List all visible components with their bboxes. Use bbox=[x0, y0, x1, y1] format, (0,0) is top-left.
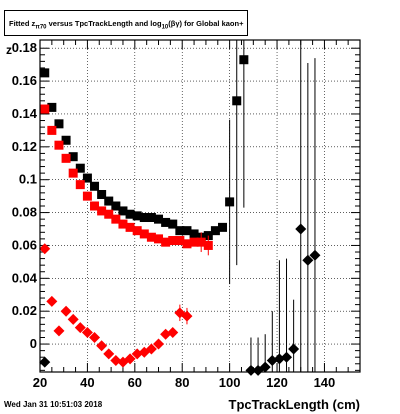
timestamp: Wed Jan 31 10:51:03 2018 bbox=[4, 400, 103, 409]
plot-area bbox=[40, 40, 360, 372]
data-point-square bbox=[40, 68, 50, 78]
data-point-diamond bbox=[89, 331, 101, 343]
data-point-square bbox=[225, 197, 235, 207]
data-point-diamond bbox=[53, 325, 65, 337]
data-point-square bbox=[154, 234, 164, 244]
x-tick-label: 60 bbox=[128, 375, 142, 390]
data-point-square bbox=[111, 201, 121, 211]
data-point-diamond bbox=[39, 356, 51, 368]
data-point-square bbox=[118, 219, 128, 229]
x-tick-label: 140 bbox=[314, 375, 336, 390]
data-point-square bbox=[168, 219, 178, 229]
data-point-square bbox=[168, 236, 178, 246]
y-tick-label: 0 bbox=[30, 336, 37, 351]
data-point-diamond bbox=[245, 364, 257, 376]
data-point-diamond bbox=[181, 310, 193, 322]
data-point-diamond bbox=[153, 338, 165, 350]
data-point-diamond bbox=[81, 327, 93, 339]
data-point-square bbox=[61, 135, 71, 145]
data-point-diamond bbox=[302, 254, 314, 266]
data-point-square bbox=[104, 209, 114, 219]
data-point-square bbox=[182, 239, 192, 249]
data-point-square bbox=[175, 236, 185, 246]
data-point-square bbox=[111, 214, 121, 224]
data-point-square bbox=[139, 213, 149, 223]
x-tick-label: 80 bbox=[175, 375, 189, 390]
data-point-square bbox=[54, 140, 64, 150]
plot-frame bbox=[39, 39, 361, 373]
data-point-square bbox=[125, 222, 135, 232]
data-point-diamond bbox=[46, 295, 58, 307]
data-point-diamond bbox=[124, 353, 136, 365]
data-point-diamond bbox=[288, 343, 300, 355]
data-point-square bbox=[203, 240, 213, 250]
data-point-square bbox=[97, 206, 107, 216]
y-axis-label: z bbox=[6, 43, 12, 57]
data-point-square bbox=[82, 173, 92, 183]
x-axis-label: TpcTrackLength (cm) bbox=[228, 397, 360, 412]
data-point-square bbox=[161, 237, 171, 247]
data-point-square bbox=[40, 104, 50, 114]
data-point-square bbox=[139, 229, 149, 239]
data-point-square bbox=[118, 206, 128, 216]
data-point-diamond bbox=[281, 351, 293, 363]
data-point-diamond bbox=[103, 348, 115, 360]
data-point-square bbox=[104, 196, 114, 206]
data-point-square bbox=[97, 189, 107, 199]
data-point-square bbox=[90, 181, 100, 191]
data-point-square bbox=[61, 153, 71, 163]
data-point-square bbox=[189, 229, 199, 239]
data-point-square bbox=[218, 222, 228, 232]
data-point-square bbox=[47, 102, 57, 112]
data-point-diamond bbox=[309, 249, 321, 261]
data-point-square bbox=[75, 180, 85, 190]
data-point-square bbox=[132, 211, 142, 221]
data-point-square bbox=[232, 96, 242, 106]
data-point-diamond bbox=[145, 343, 157, 355]
data-point-square bbox=[75, 163, 85, 173]
y-tick-label: 0.12 bbox=[12, 139, 37, 154]
data-point-square bbox=[146, 213, 156, 223]
data-point-square bbox=[47, 125, 57, 135]
data-point-square bbox=[68, 168, 78, 178]
y-tick-label: 0.06 bbox=[12, 237, 37, 252]
data-point-square bbox=[132, 226, 142, 236]
data-point-square bbox=[125, 209, 135, 219]
y-tick-label: 0.02 bbox=[12, 303, 37, 318]
data-point-square bbox=[175, 226, 185, 236]
data-point-diamond bbox=[74, 322, 86, 334]
data-point-diamond bbox=[96, 340, 108, 352]
data-point-square bbox=[182, 226, 192, 236]
data-point-square bbox=[154, 214, 164, 224]
data-point-diamond bbox=[167, 327, 179, 339]
data-point-square bbox=[82, 191, 92, 201]
data-point-square bbox=[90, 201, 100, 211]
data-point-diamond bbox=[259, 361, 271, 373]
y-tick-label: 0.1 bbox=[19, 172, 37, 187]
data-point-square bbox=[210, 226, 220, 236]
chart-title: Fitted zπ70 versus TpcTrackLength and lo… bbox=[4, 10, 249, 36]
y-tick-label: 0.14 bbox=[12, 106, 38, 121]
y-tick-label: 0.08 bbox=[12, 205, 37, 220]
data-point-diamond bbox=[67, 313, 79, 325]
data-point-square bbox=[54, 119, 64, 129]
data-point-square bbox=[189, 237, 199, 247]
x-tick-label: 20 bbox=[33, 375, 47, 390]
data-point-square bbox=[146, 232, 156, 242]
data-point-square bbox=[196, 237, 206, 247]
y-tick-label: 0.16 bbox=[12, 73, 37, 88]
data-point-diamond bbox=[117, 356, 129, 368]
y-tick-label: 0.18 bbox=[12, 40, 37, 55]
data-point-square bbox=[161, 217, 171, 227]
data-point-diamond bbox=[60, 305, 72, 317]
x-tick-label: 100 bbox=[219, 375, 241, 390]
data-point-square bbox=[68, 152, 78, 162]
x-tick-label: 120 bbox=[266, 375, 288, 390]
x-tick-label: 40 bbox=[80, 375, 94, 390]
data-point-diamond bbox=[39, 243, 51, 255]
y-tick-label: 0.04 bbox=[12, 270, 38, 285]
data-point-diamond bbox=[295, 223, 307, 235]
data-point-square bbox=[239, 55, 249, 65]
